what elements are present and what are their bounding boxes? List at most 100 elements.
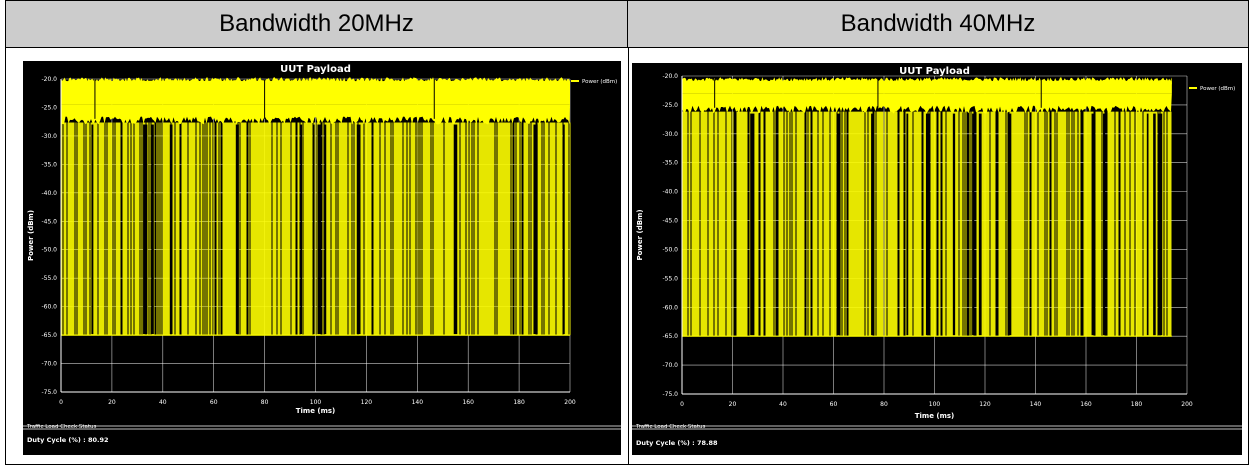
trace-gap	[317, 124, 321, 335]
y-tick-label: -65.0	[41, 332, 57, 339]
x-tick-label: 0	[680, 401, 684, 408]
trace-gap	[1158, 113, 1163, 336]
x-tick-label: 0	[59, 399, 63, 406]
x-tick-label: 40	[159, 399, 167, 406]
y-tick-label: -45.0	[41, 218, 57, 225]
x-axis-label: Time (ms)	[915, 412, 955, 420]
trace-gap	[151, 124, 154, 335]
trace-band-edge	[61, 104, 570, 125]
y-tick-label: -35.0	[662, 160, 678, 167]
x-axis-label: Time (ms)	[296, 407, 336, 415]
y-tick-label: -30.0	[662, 131, 678, 138]
comparison-table: Bandwidth 20MHz Bandwidth 40MHz	[5, 0, 1249, 465]
y-tick-label: -40.0	[41, 190, 57, 197]
trace-gap	[453, 124, 458, 335]
trace-gap	[300, 124, 303, 335]
y-tick-label: -60.0	[662, 304, 678, 311]
y-axis-label: Power (dBm)	[636, 209, 644, 260]
x-tick-label: 60	[210, 399, 218, 406]
trace-gap	[91, 124, 94, 335]
column-divider	[628, 48, 629, 465]
x-tick-label: 160	[462, 399, 474, 406]
trace-gap	[312, 124, 315, 335]
trace-gap	[563, 124, 565, 335]
y-tick-label: -40.0	[662, 189, 678, 196]
trace-gap	[871, 113, 875, 336]
chart-panel-40mhz: UUT Payload 0 20 40 60 80 100 120 140 160 180 200 -2…	[632, 63, 1242, 455]
trace-gap	[1146, 113, 1149, 336]
duty-cycle-text: Duty Cycle (%) : 80.92	[27, 436, 109, 444]
duty-cycle-text: Duty Cycle (%) : 78.88	[636, 439, 718, 447]
trace-gap	[324, 124, 327, 335]
x-tick-label: 60	[830, 401, 838, 408]
y-tick-label: -25.0	[662, 102, 678, 109]
y-axis-label: Power (dBm)	[27, 210, 35, 261]
y-tick-label: -50.0	[662, 246, 678, 253]
trace-gap	[533, 124, 538, 335]
series-power-trace	[682, 77, 1172, 337]
trace-gap	[972, 113, 975, 336]
trace-gap	[1007, 113, 1012, 336]
y-tick-label: -75.0	[41, 389, 57, 396]
x-tick-label: 160	[1080, 401, 1092, 408]
y-tick-label: -50.0	[41, 247, 57, 254]
trace-gap	[169, 124, 173, 335]
trace-band-edge	[682, 93, 1172, 114]
x-tick-label: 120	[361, 399, 373, 406]
trace-gap	[836, 113, 841, 336]
x-tick-label: 80	[261, 399, 269, 406]
trace-gap	[1091, 113, 1096, 336]
y-tick-label: -65.0	[662, 333, 678, 340]
chart-svg-0: UUT Payload 0 20 40 60 80 100 120 140 160 180 200 -2…	[23, 64, 621, 444]
header-bandwidth-20: Bandwidth 20MHz	[6, 1, 628, 48]
trace-band	[61, 81, 570, 105]
status-title: Traffic Load Check Status	[635, 424, 706, 430]
y-tick-label: -55.0	[41, 275, 57, 282]
y-tick-label: -30.0	[41, 133, 57, 140]
x-tick-label: 200	[564, 399, 576, 406]
y-tick-label: -45.0	[662, 218, 678, 225]
chart-title: UUT Payload	[899, 66, 970, 77]
legend-label: Power (dBm)	[582, 79, 617, 85]
x-tick-label: 200	[1181, 401, 1193, 408]
x-tick-label: 100	[310, 399, 322, 406]
x-tick-label: 140	[1030, 401, 1042, 408]
y-tick-label: -35.0	[41, 161, 57, 168]
chart-svg-1: UUT Payload 0 20 40 60 80 100 120 140 160 180 200 -2…	[632, 66, 1242, 447]
y-tick-label: -55.0	[662, 275, 678, 282]
y-tick-label: -20.0	[41, 76, 57, 83]
x-tick-label: 180	[1131, 401, 1143, 408]
y-tick-label: -20.0	[662, 73, 678, 80]
x-tick-label: 20	[108, 399, 116, 406]
trace-gap	[143, 124, 148, 335]
trace-gap	[906, 113, 909, 336]
y-tick-label: -75.0	[662, 391, 678, 398]
y-tick-label: -25.0	[41, 104, 57, 111]
x-tick-label: 80	[880, 401, 888, 408]
chart-title: UUT Payload	[280, 64, 351, 75]
trace-top-noise	[682, 77, 1172, 85]
x-tick-label: 20	[729, 401, 737, 408]
legend-label: Power (dBm)	[1200, 86, 1235, 92]
y-tick-label: -70.0	[41, 361, 57, 368]
chart-panel-20mhz: UUT Payload 0 20 40 60 80 100 120 140 160 180 200 -2…	[23, 61, 621, 455]
trace-gap	[1153, 113, 1156, 336]
y-tick-label: -60.0	[41, 304, 57, 311]
trace-gap	[978, 113, 982, 336]
series-power-trace	[61, 77, 571, 336]
trace-band	[682, 81, 1172, 94]
y-tick-label: -70.0	[662, 362, 678, 369]
x-tick-label: 100	[929, 401, 941, 408]
trace-bursts	[61, 122, 571, 336]
trace-gap	[925, 113, 930, 336]
trace-gap	[750, 113, 755, 336]
trace-gap	[235, 124, 239, 335]
x-tick-label: 120	[979, 401, 991, 408]
header-bandwidth-40: Bandwidth 40MHz	[628, 1, 1248, 48]
x-tick-label: 140	[412, 399, 424, 406]
trace-gap	[356, 124, 361, 335]
trace-gap	[952, 113, 956, 336]
status-title: Traffic Load Check Status	[26, 424, 97, 430]
x-tick-label: 40	[779, 401, 787, 408]
x-tick-label: 180	[513, 399, 525, 406]
